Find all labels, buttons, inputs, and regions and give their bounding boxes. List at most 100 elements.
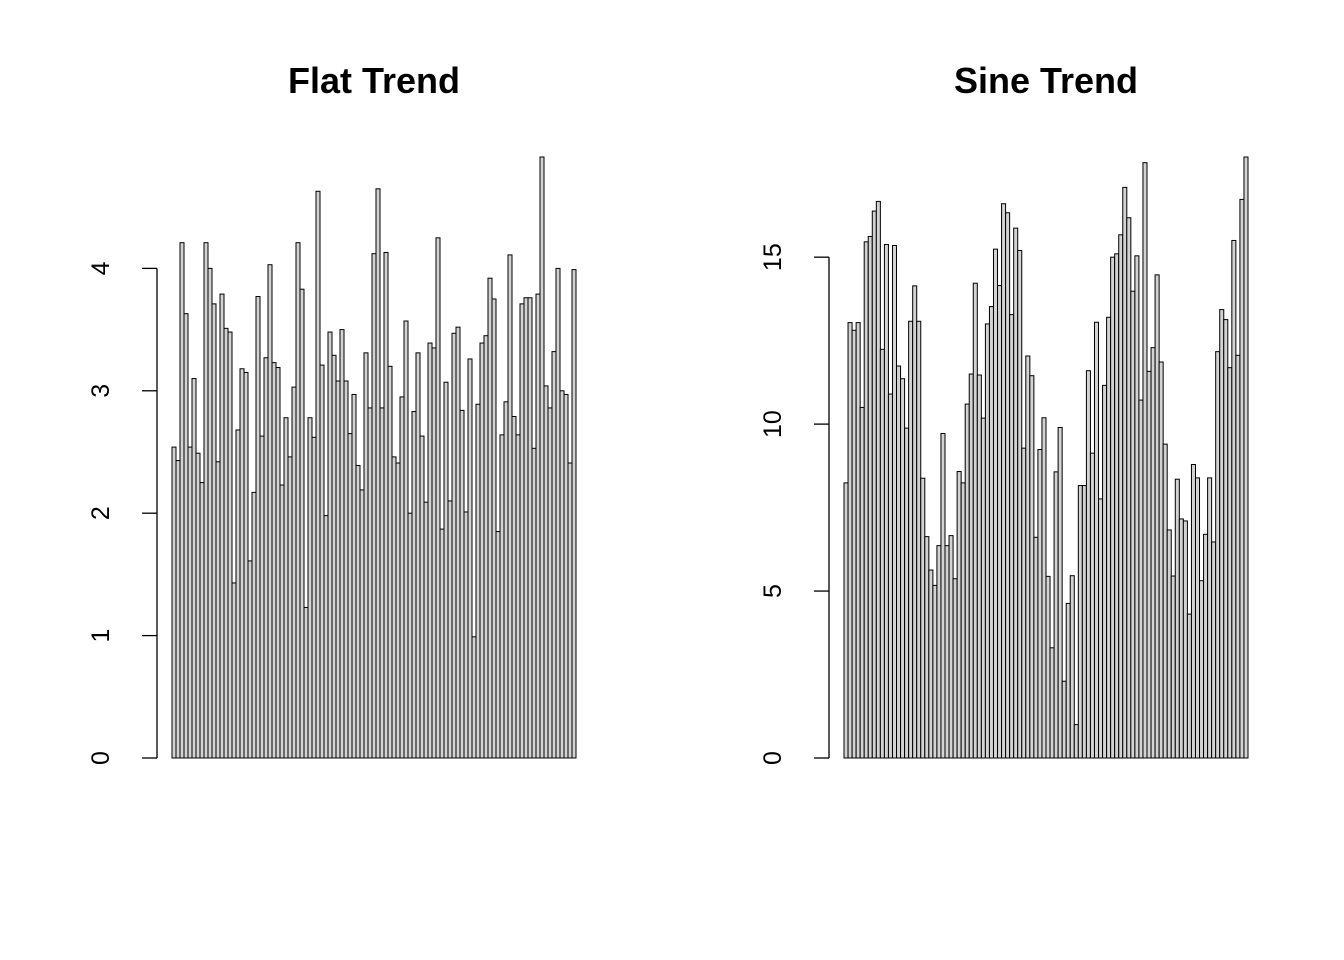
bar <box>1013 227 1019 759</box>
bar-series <box>171 156 577 759</box>
bar <box>531 447 537 759</box>
bar <box>315 190 321 759</box>
bar <box>900 378 906 759</box>
bar <box>319 364 325 759</box>
bar <box>863 241 869 759</box>
bar <box>339 329 345 759</box>
y-tick-label: 3 <box>87 384 115 398</box>
bar <box>283 417 289 759</box>
bar <box>1005 212 1011 759</box>
bar <box>1106 316 1112 759</box>
bar <box>1037 448 1043 759</box>
bar <box>920 477 926 759</box>
bar <box>976 374 982 759</box>
chart-title: Sine Trend <box>954 60 1138 101</box>
bar <box>912 285 918 759</box>
bar <box>875 200 881 759</box>
bar <box>431 347 437 759</box>
bar <box>215 461 221 759</box>
bar <box>459 409 465 759</box>
bar <box>1009 314 1015 759</box>
bar <box>423 501 429 759</box>
bar <box>948 535 954 759</box>
bar <box>855 322 861 759</box>
bar <box>1190 464 1196 759</box>
bar <box>1207 477 1213 759</box>
bar <box>259 435 265 759</box>
bar <box>203 242 209 759</box>
bar <box>535 293 541 759</box>
bar <box>1219 309 1225 759</box>
bar <box>968 373 974 759</box>
bar <box>571 269 577 759</box>
bar <box>960 482 966 759</box>
bar <box>1182 520 1188 759</box>
bar <box>567 462 573 759</box>
bar <box>1166 529 1172 759</box>
bar <box>479 342 485 759</box>
bar <box>940 432 946 759</box>
bar <box>1110 256 1116 759</box>
bar <box>1138 399 1144 759</box>
bar <box>883 243 889 759</box>
bar <box>1130 290 1136 759</box>
bar <box>1146 370 1152 759</box>
bar <box>235 429 241 759</box>
bar <box>936 545 942 759</box>
bar <box>499 434 505 759</box>
bar <box>980 417 986 759</box>
bar <box>539 156 545 759</box>
bar <box>984 323 990 759</box>
bar <box>867 235 873 759</box>
bar <box>932 584 938 759</box>
bar <box>363 352 369 759</box>
bar <box>439 528 445 759</box>
bar <box>391 456 397 759</box>
bar <box>443 381 449 759</box>
bar <box>375 188 381 759</box>
bar <box>1029 375 1035 759</box>
bar <box>908 320 914 759</box>
bar <box>944 545 950 759</box>
bar <box>559 390 565 759</box>
y-axis: 0 5 10 15 <box>759 243 830 765</box>
bar <box>519 303 525 759</box>
bar <box>383 251 389 759</box>
bar <box>347 433 353 759</box>
bar <box>367 407 373 759</box>
bar <box>859 406 865 759</box>
bar <box>1194 477 1201 759</box>
bar <box>295 242 301 759</box>
bar <box>287 456 293 759</box>
bar <box>1126 217 1132 759</box>
bar <box>972 282 978 759</box>
y-tick-label: 10 <box>759 410 787 438</box>
bar <box>271 362 277 759</box>
bar <box>1098 498 1104 759</box>
bar <box>323 515 329 759</box>
bar <box>495 531 501 759</box>
bar <box>407 512 413 759</box>
bar <box>1102 384 1108 759</box>
bar <box>239 368 245 759</box>
bar <box>251 491 257 759</box>
bar <box>471 636 477 759</box>
bar <box>191 378 197 759</box>
bar <box>247 560 253 759</box>
bar <box>1122 186 1128 759</box>
bar <box>243 371 249 759</box>
panel-sine-trend: Sine Trend 0 5 10 15 <box>759 60 1249 765</box>
bar <box>1231 239 1237 759</box>
bar <box>543 385 549 759</box>
bar <box>1025 355 1031 759</box>
bar <box>1093 321 1100 759</box>
bar <box>1017 249 1023 759</box>
y-tick-label: 0 <box>87 751 115 765</box>
bar <box>275 367 281 759</box>
bar <box>351 393 357 759</box>
bar <box>255 296 261 759</box>
bar <box>211 303 217 759</box>
bar <box>851 329 857 759</box>
bar <box>1215 351 1221 759</box>
bar <box>483 335 489 759</box>
